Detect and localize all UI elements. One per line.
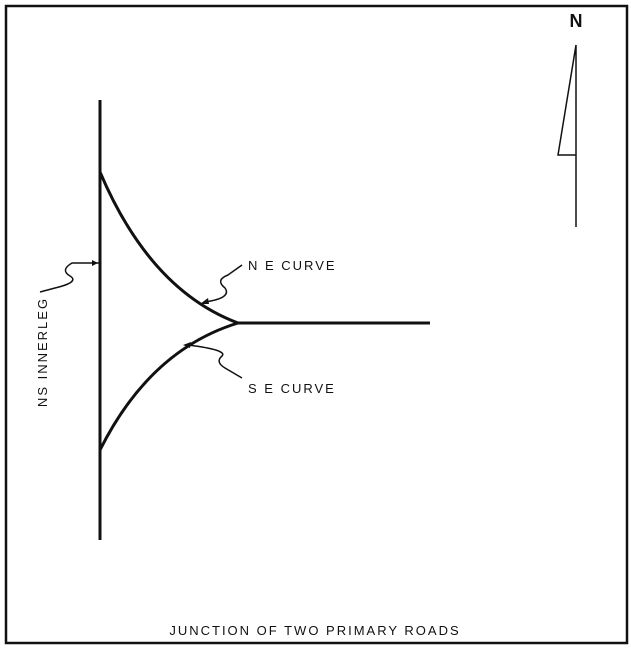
ns-label: NS INNERLEG	[35, 297, 50, 407]
ne-curve	[98, 171, 239, 325]
frame	[4, 4, 629, 645]
arrowhead	[183, 342, 191, 348]
se-curve	[98, 321, 239, 451]
leader	[204, 264, 243, 303]
north-label: N	[570, 11, 583, 31]
leader	[187, 344, 243, 379]
leader	[39, 262, 100, 293]
ne-label: N E CURVE	[248, 258, 337, 273]
arrowhead	[200, 298, 209, 304]
title: JUNCTION OF TWO PRIMARY ROADS	[169, 623, 460, 638]
se-label: S E CURVE	[248, 381, 336, 396]
north-arrow	[557, 44, 577, 227]
arrowhead	[92, 260, 98, 266]
